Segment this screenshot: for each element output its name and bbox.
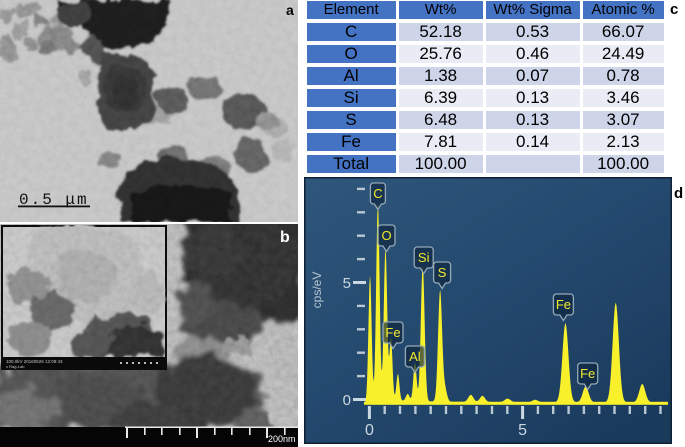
svg-text:0.5 μm: 0.5 μm bbox=[19, 191, 89, 209]
svg-text:Al: Al bbox=[409, 349, 421, 364]
svg-text:O: O bbox=[381, 228, 391, 243]
svg-text:x Rag-Lab: x Rag-Lab bbox=[6, 364, 25, 369]
svg-text:cps/eV: cps/eV bbox=[310, 272, 324, 309]
svg-text:Si: Si bbox=[418, 250, 430, 265]
svg-text:200nm: 200nm bbox=[268, 434, 296, 444]
svg-text:C: C bbox=[373, 186, 382, 201]
svg-text:S: S bbox=[438, 265, 447, 280]
svg-text:0: 0 bbox=[365, 422, 374, 439]
svg-text:a: a bbox=[286, 2, 294, 18]
svg-text:Fe: Fe bbox=[385, 325, 400, 340]
svg-text:100.0kV 20160526 12:08:43: 100.0kV 20160526 12:08:43 bbox=[6, 359, 63, 364]
svg-text:Fe: Fe bbox=[556, 297, 571, 312]
svg-text:0: 0 bbox=[343, 392, 351, 409]
svg-text:5: 5 bbox=[518, 422, 527, 439]
svg-text:Fe: Fe bbox=[580, 366, 595, 381]
svg-text:b: b bbox=[280, 229, 290, 246]
svg-text:5: 5 bbox=[343, 275, 351, 292]
